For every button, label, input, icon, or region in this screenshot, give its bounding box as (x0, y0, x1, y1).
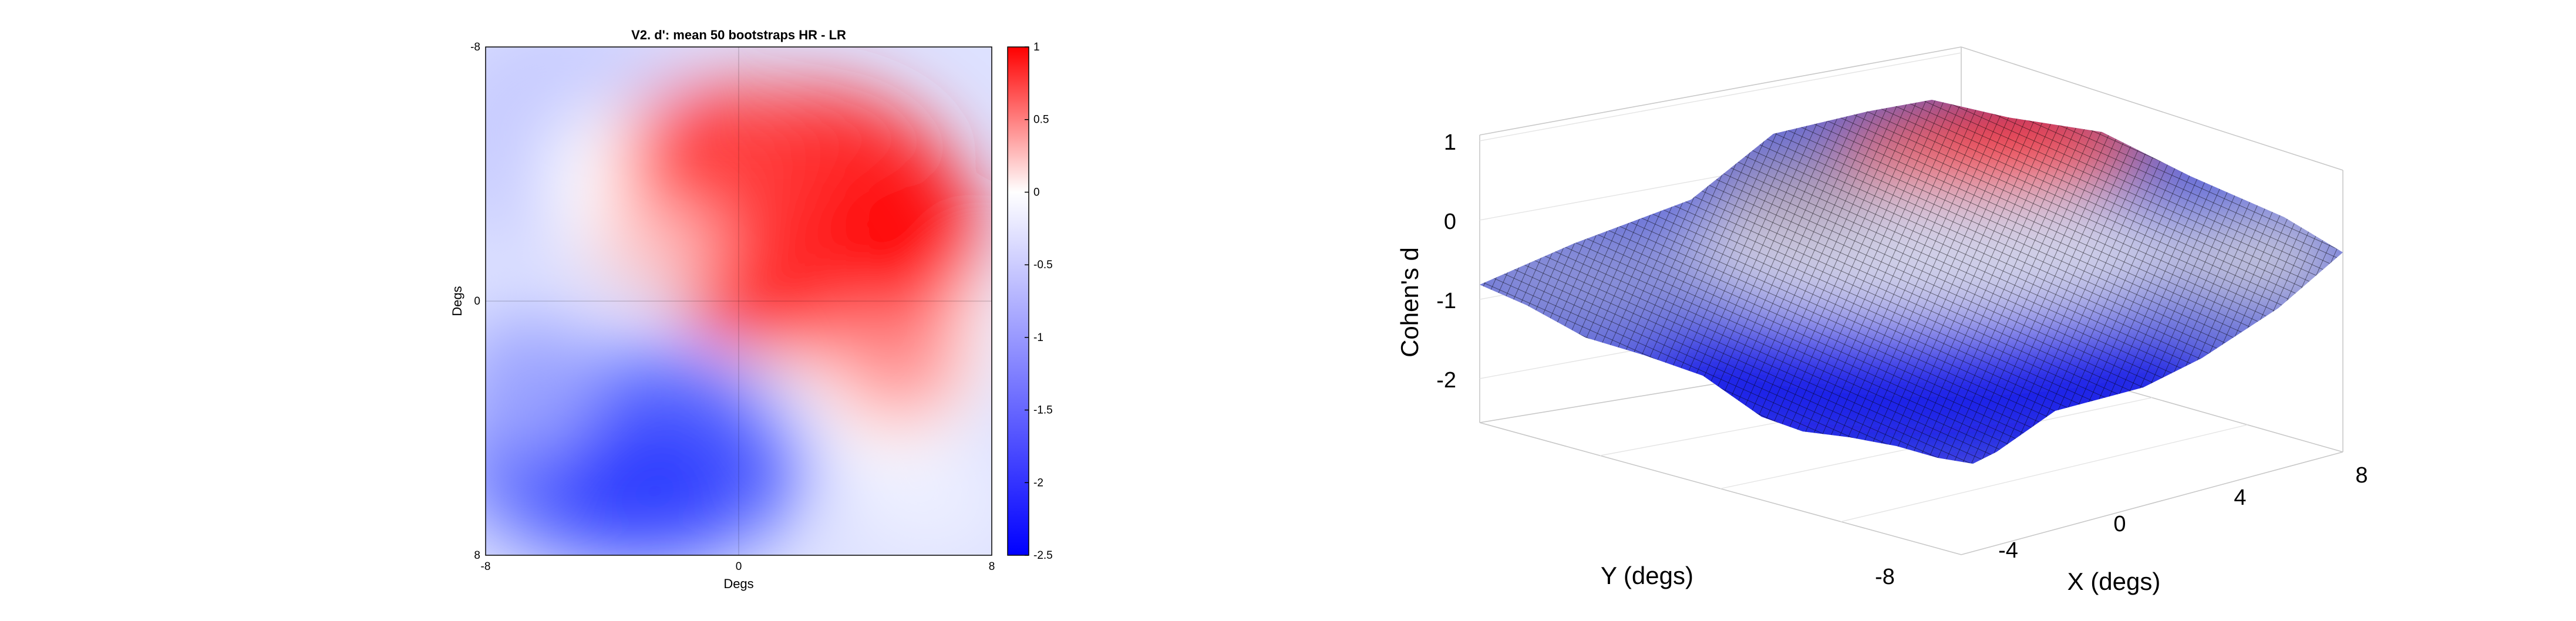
heatmap-frame (485, 46, 992, 556)
surface-z-tick: -1 (1436, 289, 1456, 313)
colorbar-tick-label: -0.5 (1033, 259, 1053, 271)
heatmap-panel: V2. d': mean 50 bootstraps HR - LR (450, 28, 1053, 591)
heatmap-crosshair (486, 47, 992, 555)
heatmap-y-tick: 8 (474, 549, 480, 562)
heatmap-plot-area (486, 47, 992, 555)
surface-y-axis: Y (degs) (1601, 562, 1693, 589)
heatmap-y-tick: 0 (474, 295, 480, 308)
colorbar-ramp (1007, 46, 1029, 556)
heatmap-title: V2. d': mean 50 bootstraps HR - LR (631, 28, 846, 42)
surface-z-label: Cohen's d (1396, 247, 1423, 357)
heatmap-y-tick: -8 (470, 41, 480, 53)
surface-x-axis: -8 -4 0 4 8 X (degs) (1875, 463, 2368, 595)
surface-gridline (1479, 52, 1962, 141)
surface-z-axis: 1 0 -1 -2 Cohen's d (1396, 130, 1456, 393)
heatmap-y-axis: -8 0 8 Degs (450, 41, 480, 562)
heatmap-x-tick: -8 (481, 561, 491, 573)
surface-panel: 1 0 -1 -2 Cohen's d -8 -4 0 4 8 X (degs)… (1396, 46, 2368, 595)
surface-gridline (1840, 424, 2248, 522)
colorbar-tick-label: 0 (1033, 186, 1040, 198)
heatmap-x-axis: -8 0 8 Degs (481, 561, 995, 591)
heatmap-x-tick: 0 (736, 561, 742, 573)
colorbar-ticks: 1 0.5 0 -0.5 -1 -1.5 -2 -2.5 (1025, 41, 1053, 562)
surface-x-tick: 0 (2113, 512, 2126, 536)
surface-x-tick: 4 (2234, 485, 2246, 510)
colorbar-tick-label: -1.5 (1033, 404, 1053, 417)
colorbar: 1 0.5 0 -0.5 -1 -1.5 -2 -2.5 (1007, 41, 1053, 562)
heatmap-y-label: Degs (450, 286, 464, 316)
heatmap-x-label: Degs (723, 576, 753, 591)
colorbar-tick-label: -1 (1033, 332, 1043, 344)
heatmap-field (486, 47, 992, 555)
colorbar-tick-label: -2 (1033, 477, 1043, 489)
surface-x-tick: -8 (1875, 565, 1895, 589)
colorbar-tick-label: 1 (1033, 41, 1040, 53)
colorbar-tick-label: -2.5 (1033, 549, 1053, 562)
surface-x-tick: -4 (1998, 538, 2018, 563)
heatmap-x-tick: 8 (989, 561, 995, 573)
surface-y-label: Y (degs) (1601, 562, 1693, 589)
surface-z-tick: 1 (1444, 130, 1456, 155)
surface-z-tick: 0 (1444, 210, 1456, 234)
surface-x-label: X (degs) (2067, 568, 2161, 595)
surface-z-tick: -2 (1436, 368, 1456, 393)
colorbar-tick-label: 0.5 (1033, 114, 1049, 126)
surface-x-tick: 8 (2355, 463, 2368, 488)
